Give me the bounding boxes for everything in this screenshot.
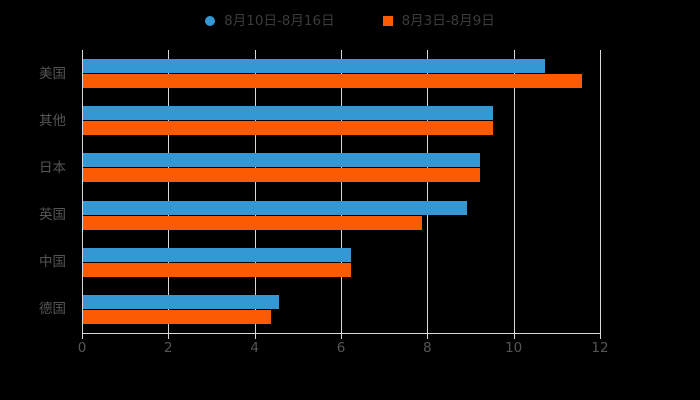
gridline-4 [254, 50, 256, 333]
x-tick-label-8: 8 [423, 340, 432, 356]
bar-group [83, 59, 601, 89]
gridline-10 [513, 50, 515, 333]
bar[interactable] [83, 215, 422, 230]
y-axis-label-4: 中国 [39, 254, 66, 271]
x-tick-mark-2 [168, 333, 170, 339]
x-tick-label-0: 0 [77, 340, 87, 356]
x-tick-label-6: 6 [336, 340, 346, 356]
legend-marker-circle-icon [205, 16, 216, 26]
legend-item-0[interactable]: 8月10日-8月16日 [205, 11, 335, 31]
bar[interactable] [83, 200, 468, 215]
legend-label-1: 8月3日-8月9日 [401, 13, 495, 29]
gridline-0 [82, 50, 83, 333]
legend-label-0: 8月10日-8月16日 [224, 13, 335, 29]
bar[interactable] [83, 309, 271, 324]
x-tick-label-12: 12 [591, 340, 609, 356]
bar-group [83, 153, 601, 183]
legend-item-1[interactable]: 8月3日-8月9日 [382, 11, 495, 31]
y-axis-label-0: 美国 [39, 65, 66, 82]
y-axis-labels: 美国其他日本英国中国德国 [0, 50, 74, 333]
bar[interactable] [83, 294, 280, 309]
gridline-6 [341, 50, 342, 333]
y-axis-label-3: 英国 [39, 207, 66, 224]
bar-group [83, 294, 601, 325]
bar[interactable] [83, 106, 494, 121]
x-tick-mark-0 [82, 333, 83, 339]
bar[interactable] [83, 74, 582, 89]
bar[interactable] [83, 168, 481, 183]
bar[interactable] [83, 153, 481, 168]
bar[interactable] [83, 59, 545, 74]
bar[interactable] [83, 247, 351, 262]
x-tick-label-2: 2 [164, 340, 173, 356]
legend-marker-square-icon [382, 16, 393, 26]
gridline-8 [427, 50, 429, 333]
x-tick-label-4: 4 [250, 340, 259, 356]
plot-area [82, 50, 601, 339]
x-tick-label-10: 10 [505, 340, 523, 356]
bar[interactable] [83, 121, 494, 136]
bar[interactable] [83, 262, 351, 277]
bar-group [83, 106, 601, 136]
y-axis-label-5: 德国 [39, 301, 66, 318]
x-tick-mark-8 [427, 333, 429, 339]
x-axis-labels: 0 2 4 6 8 10 12 [78, 339, 609, 359]
gridline-2 [168, 50, 170, 333]
x-tick-mark-6 [341, 333, 342, 339]
x-tick-mark-4 [254, 333, 256, 339]
bar-group [83, 200, 601, 231]
gridline-12 [600, 50, 601, 333]
y-axis-label-2: 日本 [39, 159, 66, 176]
chart-legend: 8月10日-8月16日 8月3日-8月9日 [0, 8, 700, 34]
y-axis-label-1: 其他 [39, 112, 66, 129]
bar-group [83, 247, 601, 278]
x-tick-mark-10 [513, 333, 515, 339]
x-tick-mark-12 [600, 333, 601, 339]
